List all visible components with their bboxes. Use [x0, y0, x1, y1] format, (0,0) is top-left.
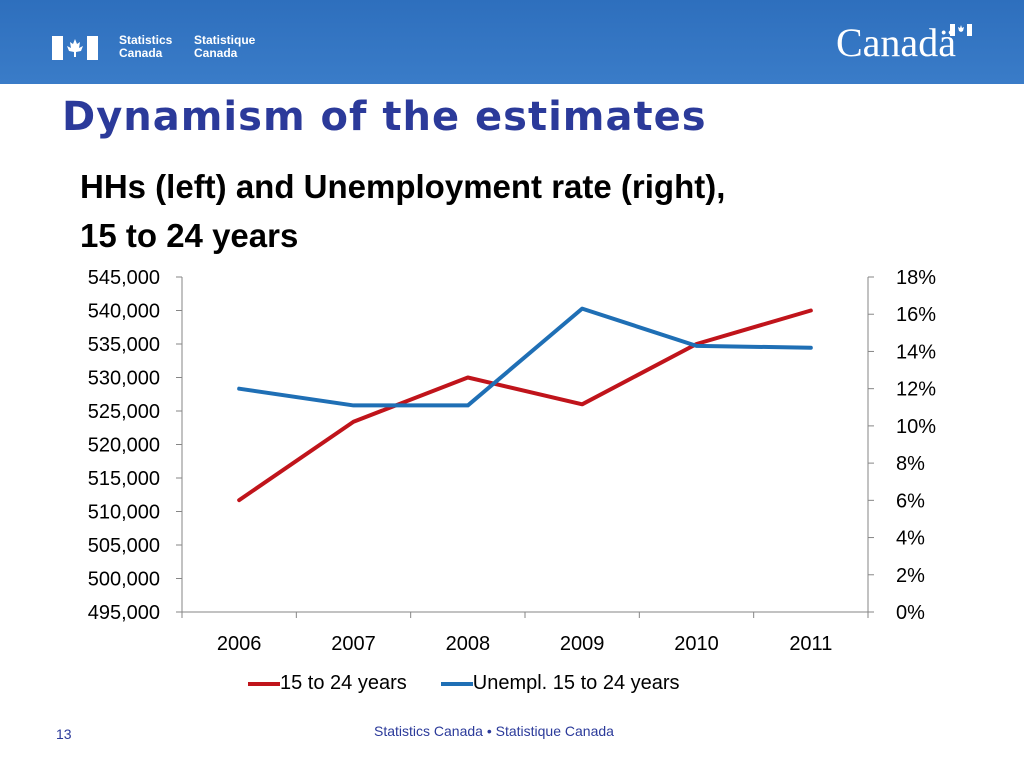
legend-swatch-unempl	[440, 681, 473, 686]
right-tick-label: 8%	[896, 453, 925, 475]
x-tick-label: 2011	[789, 633, 832, 655]
left-tick-label: 510,000	[88, 502, 160, 524]
legend-label-unempl: Unempl. 15 to 24 years	[472, 672, 680, 694]
x-tick-label: 2008	[446, 633, 491, 655]
x-tick-label: 2006	[217, 633, 262, 655]
data-point-unempl-2007	[352, 403, 355, 407]
agency-name-en: Statistics Canada	[119, 34, 172, 60]
chart-title: HHs (left) and Unemployment rate (right)…	[80, 162, 900, 260]
legend-swatch-hh	[248, 681, 280, 686]
chart-title-line-1: HHs (left) and Unemployment rate (right)…	[80, 168, 726, 205]
left-tick-label: 540,000	[88, 301, 160, 323]
data-point-unempl-2009	[580, 307, 584, 311]
right-tick-label: 4%	[896, 528, 925, 550]
data-point-hh-2006	[237, 498, 241, 502]
chart-legend: 15 to 24 years Unempl. 15 to 24 years	[248, 672, 714, 695]
chart-title-line-2: 15 to 24 years	[80, 217, 299, 254]
data-point-unempl-2011	[809, 346, 813, 350]
left-tick-label: 520,000	[88, 435, 160, 457]
right-tick-label: 0%	[896, 602, 925, 624]
legend-label-hh: 15 to 24 years	[280, 672, 407, 694]
right-tick-label: 12%	[896, 379, 936, 401]
left-tick-label: 545,000	[88, 267, 160, 289]
wordmark-flag-icon	[950, 24, 972, 36]
right-tick-label: 6%	[896, 490, 925, 512]
series-line-unempl	[237, 306, 813, 408]
right-tick-label: 16%	[896, 304, 936, 326]
agency-en-line-2: Canada	[119, 46, 163, 60]
header-banner: Statistics Canada Statistique Canada Can…	[0, 0, 1024, 84]
left-tick-label: 535,000	[88, 334, 160, 356]
right-tick-label: 10%	[896, 416, 936, 438]
left-tick-label: 525,000	[88, 401, 160, 423]
legend-item-unempl: Unempl. 15 to 24 years	[440, 672, 680, 695]
canada-wordmark: Canadä	[836, 20, 956, 65]
left-tick-label: 530,000	[88, 368, 160, 390]
right-tick-label: 14%	[896, 341, 936, 363]
right-tick-label: 18%	[896, 267, 936, 289]
right-tick-label: 2%	[896, 565, 925, 587]
x-tick-label: 2007	[331, 633, 376, 655]
left-tick-label: 505,000	[88, 535, 160, 557]
slide-title: Dynamism of the estimates	[62, 94, 707, 140]
agency-fr-line-1: Statistique	[194, 33, 256, 47]
footer-text: Statistics Canada • Statistique Canada	[374, 723, 614, 739]
left-tick-label: 495,000	[88, 602, 160, 624]
data-point-hh-2011	[809, 309, 813, 312]
agency-en-line-1: Statistics	[119, 33, 173, 47]
agency-fr-line-2: Canada	[194, 46, 238, 60]
data-point-hh-2009	[580, 402, 584, 406]
x-tick-label: 2009	[560, 633, 605, 655]
series-line-hh	[237, 308, 813, 503]
data-point-hh-2007	[352, 420, 355, 424]
data-point-unempl-2006	[237, 387, 241, 391]
x-tick-label: 2010	[674, 633, 719, 655]
data-point-unempl-2008	[466, 403, 470, 407]
data-point-unempl-2010	[695, 344, 698, 348]
agency-name-fr: Statistique Canada	[194, 34, 255, 60]
left-tick-label: 515,000	[88, 468, 160, 490]
data-point-hh-2008	[466, 376, 470, 379]
left-tick-label: 500,000	[88, 569, 160, 591]
legend-item-hh: 15 to 24 years	[248, 672, 407, 695]
canada-flag-icon	[52, 36, 98, 60]
slide-number: 13	[56, 726, 72, 742]
